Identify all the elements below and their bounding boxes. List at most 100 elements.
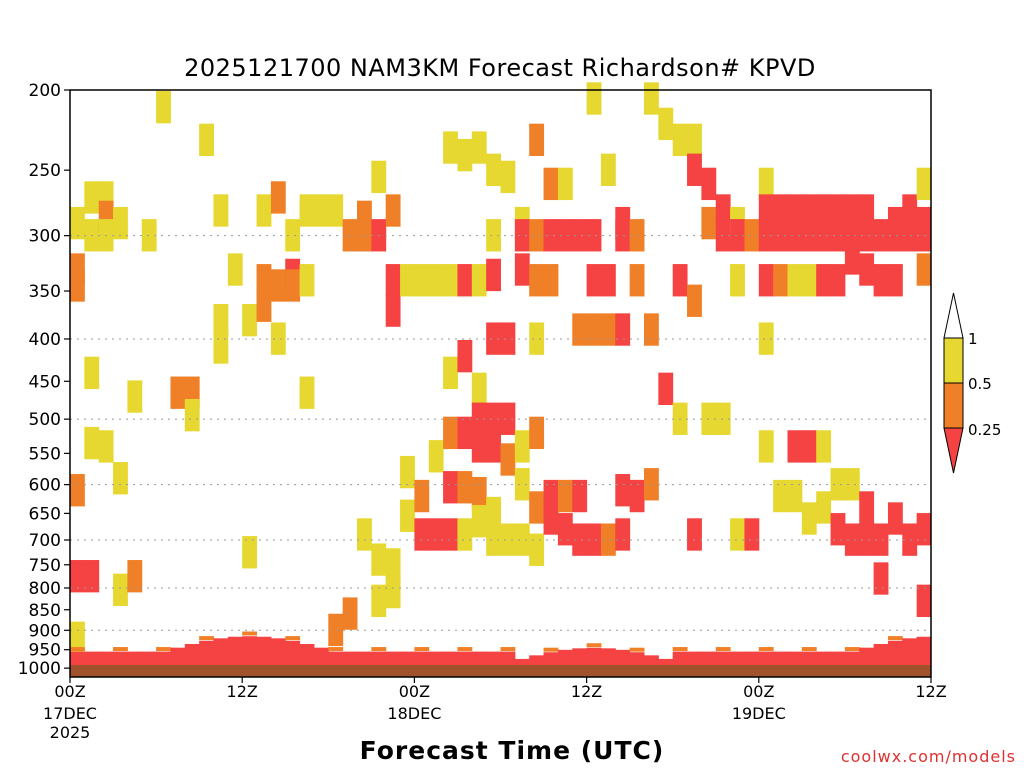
ri-cell xyxy=(256,264,272,297)
ri-cell xyxy=(457,138,473,172)
ri-cell xyxy=(816,219,832,252)
legend-label: 1 xyxy=(968,330,978,348)
ri-cell xyxy=(801,264,817,297)
ri-cell xyxy=(787,194,803,227)
ri-cell xyxy=(816,264,832,297)
ri-surface-cell xyxy=(156,651,171,665)
ri-cell xyxy=(285,219,301,252)
ri-surface-cell xyxy=(572,648,588,665)
ri-surface-cell xyxy=(414,651,430,665)
ri-cell xyxy=(873,264,889,297)
ri-cell xyxy=(141,219,157,252)
ri-surface-cell xyxy=(270,638,286,665)
legend-swatch-below-0.25 xyxy=(943,427,964,474)
ri-cell xyxy=(471,476,487,510)
ri-surface-cell xyxy=(285,640,301,665)
ri-cell xyxy=(313,194,329,227)
ri-cell xyxy=(127,380,143,413)
ri-cell xyxy=(859,523,875,556)
ri-surface-edge xyxy=(500,647,516,652)
ri-cell xyxy=(586,313,602,346)
ri-surface-cell xyxy=(715,651,731,665)
x-tick-sublabel: 17DEC xyxy=(43,704,97,723)
y-tick-label: 600 xyxy=(29,476,61,496)
ri-cell xyxy=(557,219,573,252)
y-tick-label: 350 xyxy=(29,282,61,302)
y-tick-label: 300 xyxy=(29,227,61,247)
ri-cell xyxy=(615,474,631,507)
ri-cell xyxy=(687,123,702,157)
ri-cell xyxy=(916,167,932,201)
ri-cell xyxy=(572,313,588,346)
ri-cell xyxy=(586,219,602,252)
ri-surface-cell xyxy=(385,651,401,665)
ri-cell xyxy=(529,219,545,252)
ri-cell xyxy=(557,513,573,546)
ri-cell xyxy=(486,430,501,463)
ri-surface-cell xyxy=(758,651,774,665)
y-tick-label: 900 xyxy=(29,621,61,641)
ri-cell xyxy=(500,160,516,194)
ri-cell xyxy=(486,402,501,435)
ri-cell xyxy=(844,468,860,501)
ri-cell xyxy=(500,523,516,556)
x-tick-label: 00Z xyxy=(399,682,430,701)
ri-cell xyxy=(299,194,315,227)
ri-cell xyxy=(270,269,286,302)
ri-cell xyxy=(113,206,128,240)
ri-cell xyxy=(844,523,860,556)
ri-cell xyxy=(400,264,415,297)
ri-cell xyxy=(572,479,588,513)
ri-cell xyxy=(428,518,444,551)
ri-cell xyxy=(758,194,774,227)
ri-surface-cell xyxy=(902,638,918,665)
near-surface-layer xyxy=(70,631,932,677)
ri-cell xyxy=(715,402,731,435)
ri-surface-edge xyxy=(457,647,473,652)
legend-label: 0.5 xyxy=(968,375,992,393)
ri-cell xyxy=(902,523,918,556)
ri-cell xyxy=(98,430,114,463)
ri-surface-edge xyxy=(156,647,171,652)
ri-cell xyxy=(514,468,530,501)
ri-cell xyxy=(270,181,286,214)
ri-cell xyxy=(486,219,501,252)
ri-cell xyxy=(70,621,85,654)
ri-cell xyxy=(170,376,186,409)
ri-cell xyxy=(84,181,100,214)
ri-cell xyxy=(471,505,487,538)
x-tick-sublabel: 2025 xyxy=(50,723,91,742)
y-tick-label: 1000 xyxy=(18,659,61,679)
ri-cell xyxy=(113,573,128,607)
ri-cell xyxy=(471,402,487,435)
y-tick-label: 850 xyxy=(29,601,61,621)
ri-cell xyxy=(428,440,444,473)
ri-cell xyxy=(687,518,702,551)
ri-cell xyxy=(242,304,258,337)
ri-surface-edge xyxy=(285,636,301,641)
ri-cell xyxy=(213,194,229,227)
ri-cell xyxy=(299,376,315,409)
ri-cell xyxy=(844,242,860,275)
ri-surface-cell xyxy=(887,640,903,665)
ri-cell xyxy=(715,219,731,252)
legend-swatch-0.25-0.5 xyxy=(943,382,964,429)
ri-cell xyxy=(285,269,301,302)
ri-surface-edge xyxy=(586,643,602,648)
ri-surface-cell xyxy=(486,651,501,665)
ri-surface-cell xyxy=(830,651,846,665)
plot-frame xyxy=(69,89,932,678)
ri-cell xyxy=(529,322,545,355)
ri-cell xyxy=(457,471,473,504)
ri-surface-cell xyxy=(529,655,545,665)
ri-cell xyxy=(529,533,545,566)
x-tick-label: 12Z xyxy=(915,682,946,701)
ri-surface-cell xyxy=(615,649,631,665)
ri-cell xyxy=(730,264,745,297)
ri-surface-cell xyxy=(844,651,860,665)
ri-cell xyxy=(299,264,315,297)
ri-cell xyxy=(400,499,415,532)
ri-cell xyxy=(514,430,530,463)
ri-cell xyxy=(514,523,530,556)
